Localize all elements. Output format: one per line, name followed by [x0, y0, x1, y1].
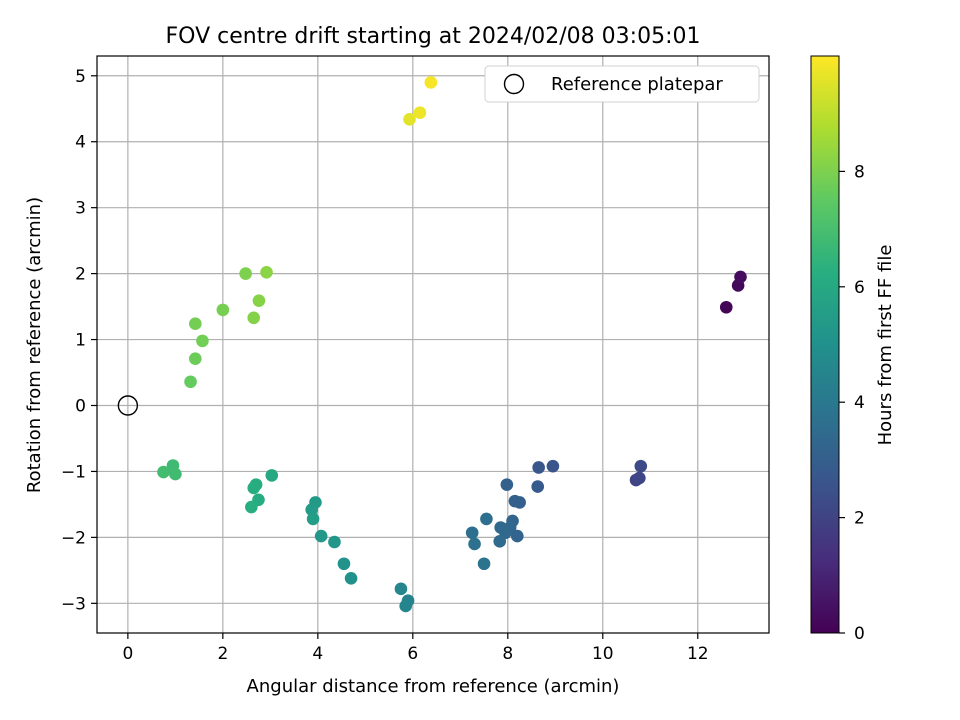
- data-point: [465, 526, 479, 540]
- colorbar-tick-label: 2: [854, 509, 865, 529]
- data-point: [413, 106, 427, 120]
- data-point: [468, 537, 481, 551]
- data-point: [328, 535, 341, 549]
- data-point: [265, 469, 279, 482]
- legend-entry: Reference platepar: [551, 74, 723, 95]
- legend: Reference platepar: [484, 65, 760, 103]
- data-point: [196, 334, 209, 348]
- x-axis-ticks: 0 2 4 6 8 10 12: [122, 633, 709, 664]
- data-point: [424, 76, 438, 89]
- chart-title: FOV centre drift starting at 2024/02/08 …: [166, 24, 701, 49]
- x-tick-label: 10: [592, 644, 614, 664]
- colorbar-label: Hours from first FF file: [875, 245, 896, 446]
- x-tick-label: 12: [687, 644, 709, 664]
- legend-box: [484, 65, 760, 103]
- y-tick-label: −3: [61, 594, 86, 614]
- y-tick-label: −2: [61, 528, 86, 548]
- x-tick-label: 8: [502, 644, 513, 664]
- data-point: [189, 317, 202, 331]
- data-point: [510, 529, 524, 543]
- colorbar-tick-label: 6: [854, 278, 865, 298]
- y-tick-label: 0: [75, 396, 86, 416]
- y-axis-label: Rotation from reference (arcmin): [24, 197, 45, 493]
- data-point: [157, 465, 170, 479]
- data-point: [480, 512, 493, 526]
- y-tick-label: −1: [61, 462, 86, 482]
- y-tick-label: 1: [75, 331, 86, 351]
- data-point: [500, 478, 514, 491]
- data-point: [252, 294, 266, 307]
- data-points: [157, 76, 747, 613]
- data-point: [399, 599, 412, 613]
- legend-marker: [503, 73, 525, 95]
- colorbar-tick-label: 4: [854, 393, 865, 413]
- data-point: [394, 582, 408, 596]
- data-point: [634, 459, 648, 473]
- colorbar-tick-label: 8: [854, 162, 865, 182]
- data-point: [633, 471, 646, 485]
- data-point: [247, 481, 261, 495]
- y-axis-ticks: −3 −2 −1 0 1 2 3 4 5: [61, 67, 97, 614]
- grid-lines: [97, 56, 769, 633]
- y-tick-label: 4: [75, 133, 86, 153]
- colorbar-gradient: [810, 55, 840, 634]
- data-point: [403, 113, 416, 126]
- data-point: [247, 311, 261, 325]
- data-point: [337, 557, 351, 571]
- data-point: [239, 267, 252, 280]
- data-point: [306, 512, 320, 526]
- data-point: [508, 494, 522, 508]
- data-point: [493, 535, 507, 548]
- data-point: [532, 461, 545, 474]
- x-tick-label: 0: [122, 644, 133, 664]
- data-point: [719, 300, 733, 314]
- data-point: [531, 480, 545, 493]
- data-point: [494, 521, 507, 534]
- data-point: [314, 529, 328, 543]
- reference-marker: [117, 395, 139, 416]
- x-tick-label: 2: [217, 644, 228, 664]
- data-point: [169, 467, 182, 481]
- y-tick-label: 3: [75, 199, 86, 219]
- x-tick-label: 4: [312, 644, 323, 664]
- y-tick-label: 5: [75, 67, 86, 87]
- data-point: [184, 375, 197, 389]
- x-tick-label: 6: [407, 644, 418, 664]
- colorbar-ticks: 0 2 4 6 8: [839, 162, 865, 644]
- reference-point: [117, 395, 139, 416]
- data-point: [189, 352, 202, 365]
- x-axis-label: Angular distance from reference (arcmin): [247, 676, 620, 697]
- data-point: [305, 503, 318, 516]
- data-point: [477, 557, 491, 571]
- data-point: [546, 459, 560, 473]
- colorbar: 0 2 4 6 8 Hours from first FF file: [810, 55, 896, 644]
- data-point: [734, 270, 747, 284]
- data-point: [344, 571, 358, 585]
- data-point: [216, 303, 230, 317]
- colorbar-tick-label: 0: [854, 624, 865, 644]
- data-point: [245, 500, 258, 514]
- data-point: [260, 265, 273, 279]
- y-tick-label: 2: [75, 265, 86, 285]
- plot-frame: [96, 55, 770, 634]
